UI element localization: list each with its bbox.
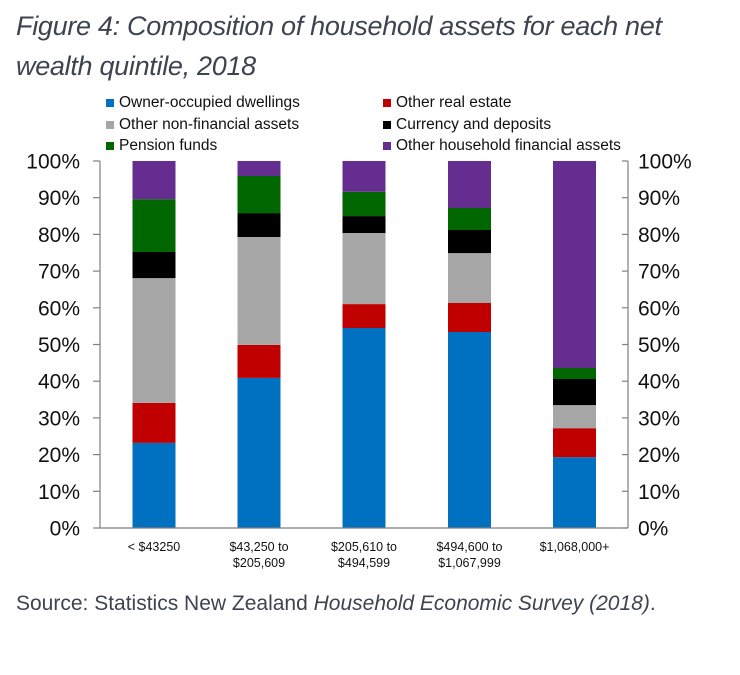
legend-swatch-other-household-financial-assets: [383, 142, 391, 150]
bar-segment-pension-funds: [553, 368, 596, 379]
right-tick-label: 60%: [638, 297, 680, 320]
legend-label: Other non-financial assets: [119, 116, 300, 133]
left-tick-label: 90%: [38, 187, 80, 210]
axes-group: 0% 0% 10% 10% 20% 20% 30% 30% 40% 40% 50% 50% 60% 60%…: [26, 151, 691, 571]
bar-stack-5: [553, 161, 596, 528]
legend-item-other-real-estate: Other real estate: [383, 93, 511, 113]
right-tick-label: 10%: [638, 481, 680, 504]
bar-segment-pension-funds: [448, 208, 491, 230]
legend-label: Currency and deposits: [396, 116, 552, 133]
legend-swatch-pension-funds: [106, 142, 114, 150]
bar-segment-other-household-financial-assets: [448, 161, 491, 208]
bar-segment-currency-and-deposits: [237, 213, 281, 237]
right-tick-label: 30%: [638, 407, 680, 430]
bar-segment-other-real-estate: [448, 303, 491, 332]
left-tick-label: 80%: [38, 224, 80, 247]
bar-segment-other-non-financial-assets: [342, 232, 386, 305]
source-prefix: Source: Statistics New Zealand: [16, 592, 314, 615]
right-tick-label: 50%: [638, 334, 680, 357]
left-tick-label: 10%: [38, 481, 80, 504]
right-tick-label: 70%: [638, 261, 680, 284]
bar-segment-pension-funds: [342, 191, 386, 216]
bar-segment-other-real-estate: [553, 428, 596, 458]
bars-group: [132, 161, 596, 528]
legend-swatch-currency-and-deposits: [383, 121, 391, 129]
bar-segment-owner-occupied-dwellings: [237, 377, 281, 528]
figure-title: Figure 4: Composition of household asset…: [16, 11, 662, 81]
category-label: $205,610 to $494,599: [331, 540, 397, 570]
bar-segment-other-non-financial-assets: [448, 253, 491, 303]
category-label: $1,068,000+: [540, 540, 610, 554]
source-note: Source: Statistics New Zealand Household…: [16, 585, 714, 623]
category-label-line: $494,600 to: [436, 540, 502, 554]
bar-stack-3: [342, 161, 386, 528]
bar-segment-other-household-financial-assets: [237, 161, 281, 176]
bar-segment-owner-occupied-dwellings: [553, 457, 596, 528]
source-suffix: .: [649, 592, 656, 615]
bar-segment-currency-and-deposits: [448, 230, 491, 254]
bar-segment-owner-occupied-dwellings: [448, 332, 491, 528]
stacked-bar-chart: 0% 0% 10% 10% 20% 20% 30% 30% 40% 40% 50% 50% 60% 60%…: [26, 151, 691, 571]
right-tick-label: 40%: [638, 371, 680, 394]
legend-label: Other real estate: [396, 94, 512, 111]
category-label: $43,250 to $205,609: [229, 540, 288, 570]
category-label-line: $494,599: [338, 556, 390, 570]
bar-segment-other-non-financial-assets: [132, 278, 176, 403]
legend-label: Owner-occupied dwellings: [119, 94, 300, 111]
right-tick-label: 20%: [638, 444, 680, 467]
left-tick-label: 30%: [38, 407, 80, 430]
legend-item-other-non-financial-assets: Other non-financial assets: [106, 115, 299, 135]
bar-segment-currency-and-deposits: [342, 216, 386, 233]
category-label-line: $1,067,999: [438, 556, 501, 570]
category-label-line: < $43250: [128, 540, 181, 554]
bar-segment-pension-funds: [237, 176, 281, 214]
bar-segment-currency-and-deposits: [132, 252, 176, 279]
legend-label: Other household financial assets: [396, 137, 621, 154]
category-label-line: $205,610 to: [331, 540, 397, 554]
bar-segment-other-household-financial-assets: [342, 161, 386, 192]
legend-swatch-owner-occupied-dwellings: [106, 99, 114, 107]
legend-item-currency-and-deposits: Currency and deposits: [383, 115, 551, 135]
bar-stack-1: [132, 161, 176, 528]
category-label: < $43250: [128, 540, 181, 554]
bar-segment-other-real-estate: [342, 304, 386, 328]
right-tick-label: 90%: [638, 187, 680, 210]
bar-segment-owner-occupied-dwellings: [342, 328, 386, 528]
legend-label: Pension funds: [119, 137, 218, 154]
bar-segment-other-non-financial-assets: [237, 237, 281, 345]
right-tick-label: 80%: [638, 224, 680, 247]
right-tick-label: 100%: [638, 151, 692, 174]
bar-segment-currency-and-deposits: [553, 379, 596, 406]
legend-item-pension-funds: Pension funds: [106, 136, 217, 156]
bar-segment-other-real-estate: [132, 402, 176, 443]
source-survey-name: Household Economic Survey (2018): [313, 592, 650, 615]
bar-segment-other-real-estate: [237, 344, 281, 378]
bar-segment-other-household-financial-assets: [132, 161, 176, 200]
category-label-line: $205,609: [233, 556, 285, 570]
bar-stack-2: [237, 161, 281, 528]
left-tick-label: 60%: [38, 297, 80, 320]
category-label-line: $1,068,000+: [540, 540, 610, 554]
bar-stack-4: [448, 161, 491, 528]
category-label: $494,600 to $1,067,999: [436, 540, 502, 570]
left-tick-label: 50%: [38, 334, 80, 357]
left-tick-label: 0%: [50, 518, 80, 541]
left-tick-label: 20%: [38, 444, 80, 467]
left-tick-label: 100%: [26, 151, 80, 174]
legend-item-other-household-financial-assets: Other household financial assets: [383, 136, 621, 156]
bar-segment-owner-occupied-dwellings: [132, 442, 176, 528]
legend-swatch-other-non-financial-assets: [106, 121, 114, 129]
left-tick-label: 40%: [38, 371, 80, 394]
bar-segment-other-non-financial-assets: [553, 405, 596, 429]
category-label-line: $43,250 to: [229, 540, 288, 554]
bar-segment-pension-funds: [132, 199, 176, 252]
bar-segment-other-household-financial-assets: [553, 161, 596, 368]
left-tick-label: 70%: [38, 261, 80, 284]
legend-item-owner-occupied-dwellings: Owner-occupied dwellings: [106, 93, 300, 113]
right-tick-label: 0%: [638, 518, 668, 541]
legend-swatch-other-real-estate: [383, 99, 391, 107]
